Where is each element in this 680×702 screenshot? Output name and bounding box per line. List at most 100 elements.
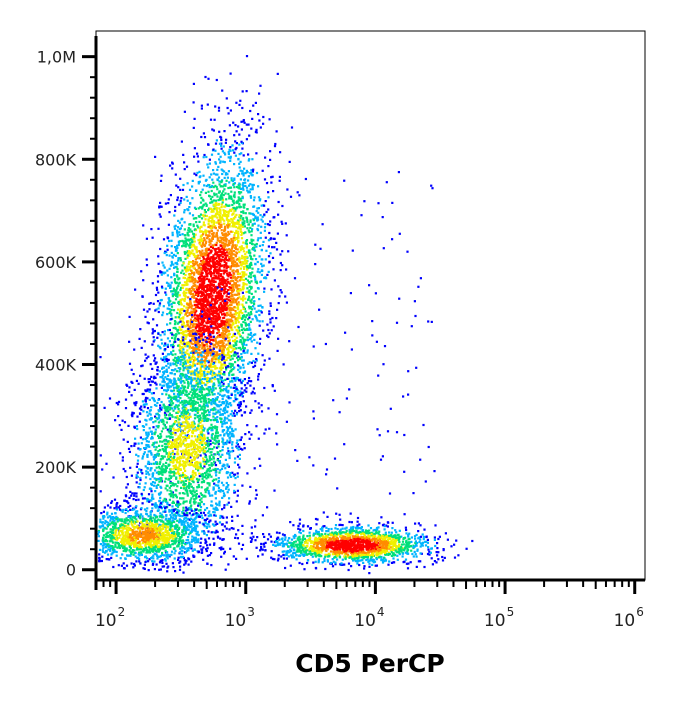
data-point — [152, 377, 156, 380]
data-point — [226, 400, 229, 403]
data-point — [252, 535, 255, 538]
data-point — [197, 270, 200, 273]
data-point — [214, 269, 217, 272]
data-point — [192, 243, 195, 246]
data-point — [185, 270, 188, 273]
data-point — [199, 375, 202, 378]
data-point — [197, 160, 200, 163]
data-point — [199, 492, 202, 495]
data-point — [252, 295, 255, 299]
data-point — [223, 323, 226, 326]
data-point — [148, 308, 151, 311]
data-point — [174, 353, 177, 356]
data-point — [243, 314, 246, 317]
data-point — [193, 364, 197, 367]
data-point — [201, 477, 204, 480]
data-point — [242, 287, 245, 290]
data-point — [210, 275, 213, 278]
data-point — [203, 285, 206, 288]
data-point — [174, 292, 177, 296]
data-point — [252, 168, 255, 171]
data-point — [207, 248, 210, 251]
data-point — [188, 305, 191, 308]
data-point — [212, 285, 215, 288]
data-point — [196, 289, 199, 292]
data-point — [210, 273, 213, 276]
data-point — [204, 242, 207, 245]
data-point — [206, 235, 209, 238]
data-point — [170, 372, 173, 375]
data-point — [227, 281, 230, 284]
data-point — [179, 373, 182, 376]
data-point — [226, 234, 229, 237]
data-point — [157, 332, 160, 335]
data-point — [200, 272, 203, 275]
data-point — [222, 323, 225, 326]
data-point — [201, 205, 204, 208]
data-point — [195, 262, 198, 265]
data-point — [235, 201, 239, 204]
data-point — [245, 262, 248, 265]
data-point — [243, 262, 246, 265]
data-point — [234, 278, 238, 281]
data-point — [243, 443, 246, 446]
data-point — [193, 264, 196, 267]
data-point — [201, 285, 204, 288]
data-point — [251, 224, 254, 227]
data-point — [218, 341, 221, 344]
data-point — [248, 361, 251, 364]
data-point — [188, 230, 191, 233]
data-point — [281, 250, 284, 253]
data-point — [240, 341, 243, 344]
data-point — [223, 214, 226, 217]
data-point — [184, 362, 187, 365]
data-point — [236, 277, 239, 280]
data-point — [263, 276, 266, 280]
data-point — [238, 143, 241, 146]
data-point — [205, 356, 208, 359]
data-point — [195, 374, 198, 377]
data-point — [218, 180, 221, 183]
data-point — [238, 312, 241, 315]
data-point — [253, 243, 257, 246]
data-point — [159, 334, 162, 337]
data-point — [161, 465, 164, 468]
data-point — [248, 313, 251, 317]
data-point — [146, 397, 149, 400]
data-point — [161, 392, 164, 396]
data-point — [229, 159, 232, 162]
data-point — [242, 184, 245, 188]
data-point — [207, 537, 211, 540]
data-point — [204, 265, 207, 268]
data-point — [229, 358, 232, 361]
data-point — [222, 305, 225, 308]
data-point — [273, 389, 276, 392]
data-point — [171, 508, 174, 511]
data-point — [166, 313, 169, 316]
data-point — [244, 242, 247, 245]
data-point — [179, 201, 182, 204]
data-point — [213, 378, 216, 381]
data-point — [238, 303, 241, 306]
data-point — [253, 307, 256, 310]
data-point — [198, 332, 201, 335]
data-point — [206, 439, 209, 443]
data-point — [185, 288, 188, 291]
data-point — [202, 403, 205, 406]
data-point — [228, 197, 231, 200]
data-point — [141, 438, 144, 441]
data-point — [186, 277, 190, 280]
data-point — [164, 250, 167, 253]
data-point — [220, 339, 224, 342]
data-point — [140, 346, 143, 349]
data-point — [156, 401, 159, 404]
data-point — [278, 175, 281, 178]
data-point — [176, 270, 179, 273]
data-point — [214, 184, 217, 187]
data-point — [252, 239, 255, 242]
data-point — [165, 293, 168, 296]
data-point — [161, 286, 164, 290]
data-point — [248, 264, 251, 267]
data-point — [192, 225, 195, 228]
data-point — [172, 253, 176, 256]
